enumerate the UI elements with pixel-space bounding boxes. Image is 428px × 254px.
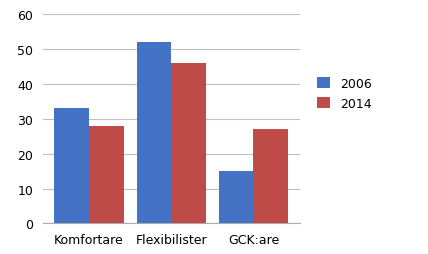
Bar xyxy=(89,126,124,224)
Bar xyxy=(219,171,253,224)
Bar xyxy=(171,64,206,224)
Bar xyxy=(253,130,288,224)
Bar xyxy=(137,43,171,224)
Legend: 2006, 2014: 2006, 2014 xyxy=(314,74,375,114)
Bar xyxy=(54,109,89,224)
